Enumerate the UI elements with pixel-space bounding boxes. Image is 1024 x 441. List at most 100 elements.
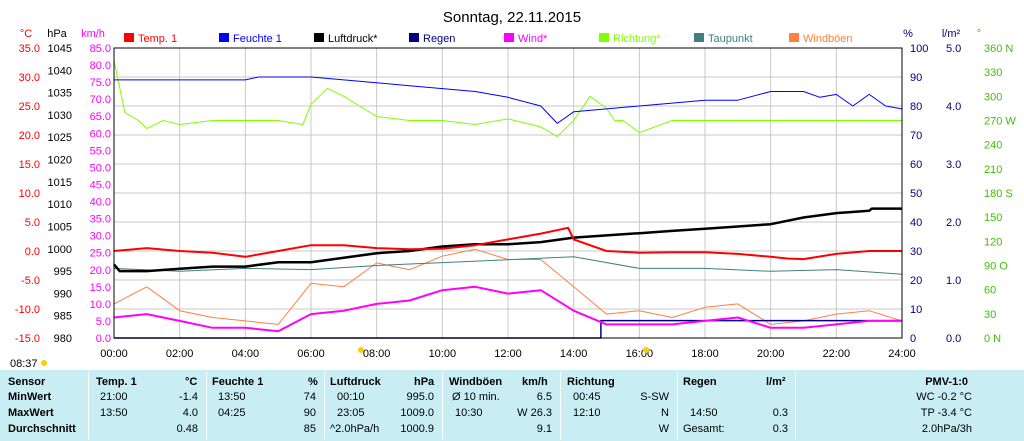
row-avg-press-val: 1000.9 — [400, 423, 434, 435]
row-avg-rain-val: 0.3 — [772, 423, 788, 435]
y-tick-label-humidity: 0 — [910, 333, 916, 345]
y-tick-label-pressure: 1000 — [48, 244, 72, 256]
legend-label: Feuchte 1 — [233, 33, 282, 45]
y-tick-label-direction: 270 W — [984, 116, 1016, 128]
series-line-luftdruck- — [113, 207, 902, 273]
series-line-temp-1 — [113, 226, 902, 261]
summary-table: Sensor Temp. 1 °C Feuchte 1 % Luftdruck … — [0, 370, 1024, 441]
row-min-dir-time: 00:45 — [573, 391, 601, 403]
row-min-pmv: WC -0.2 °C — [916, 391, 972, 403]
sun-marker-icon — [358, 347, 364, 353]
row-min-temp-val: -1.4 — [179, 391, 198, 403]
x-tick-label: 04:00 — [232, 348, 260, 360]
weather-chart: Sonntag, 22.11.2015 Temp. 1 Feuchte 1 Luft… — [0, 0, 1024, 370]
y-tick-label-direction: 60 — [984, 285, 996, 297]
col-separator — [206, 372, 207, 440]
series-line-feuchte-1 — [114, 76, 903, 124]
y-tick-label-wind: 45.0 — [90, 179, 111, 191]
row-min-hum-val: 74 — [303, 391, 316, 403]
series-line-taupunkt — [113, 256, 903, 275]
row-min-hum-time: 13:50 — [218, 391, 246, 403]
x-tick-label: 12:00 — [494, 348, 522, 360]
x-tick-label: 24:00 — [888, 348, 916, 360]
x-tick-label: 06:00 — [297, 348, 325, 360]
row-min-gust-val: 6.5 — [536, 391, 552, 403]
y-tick-label-humidity: 30 — [910, 246, 922, 258]
y-tick-label-temp: -15.0 — [15, 333, 40, 345]
legend-swatch — [409, 33, 419, 42]
row-max-rain-time: 14:50 — [690, 407, 718, 419]
axis-labels: 00:00 02:00 04:00 06:00 08:00 10:00 12:00 14:00… — [15, 28, 1016, 360]
y-tick-label-direction: 330 — [984, 67, 1002, 79]
y-tick-label-wind: 65.0 — [90, 111, 111, 123]
y-tick-label-temp: 30.0 — [19, 72, 40, 84]
row-avg-label: Durchschnitt — [8, 423, 76, 435]
y-tick-label-pressure: 985 — [54, 311, 72, 323]
header-hum-unit: % — [308, 376, 318, 388]
y-tick-label-temp: 35.0 — [19, 43, 40, 55]
time-label: 08:37 — [10, 358, 38, 370]
y-tick-label-pressure: 1005 — [48, 221, 72, 233]
col-separator — [677, 372, 678, 440]
axis-unit-temp: °C — [20, 28, 32, 40]
y-tick-label-rain: 4.0 — [946, 101, 961, 113]
x-tick-label: 02:00 — [166, 348, 194, 360]
plot-frame — [113, 47, 903, 339]
row-max-pmv: TP -3.4 °C — [920, 407, 972, 419]
header-gust: Windböen — [449, 376, 503, 388]
y-tick-label-pressure: 1040 — [48, 65, 72, 77]
series-line-richtung- — [113, 59, 902, 138]
y-tick-label-wind: 40.0 — [90, 197, 111, 209]
header-pmv: PMV-1:0 — [925, 376, 968, 388]
y-tick-label-rain: 3.0 — [946, 159, 961, 171]
y-tick-label-pressure: 980 — [54, 333, 72, 345]
row-avg-gust-val: 9.1 — [536, 423, 552, 435]
markers: 08:37 — [10, 347, 649, 370]
y-tick-label-direction: 300 — [984, 91, 1002, 103]
y-tick-label-wind: 30.0 — [90, 231, 111, 243]
row-min-temp-time: 21:00 — [100, 391, 128, 403]
y-tick-label-humidity: 40 — [910, 217, 922, 229]
row-min-press-time: 00:10 — [337, 391, 365, 403]
y-tick-label-temp: -10.0 — [15, 304, 40, 316]
row-min-gust-time: Ø 10 min. — [452, 391, 500, 403]
y-tick-label-temp: 0.0 — [25, 246, 40, 258]
y-tick-label-wind: 10.0 — [90, 299, 111, 311]
row-max-hum-val: 90 — [303, 407, 316, 419]
axis-unit-direction: ° — [977, 28, 981, 40]
chart-title: Sonntag, 22.11.2015 — [443, 9, 581, 26]
y-tick-label-pressure: 1035 — [48, 88, 72, 100]
y-tick-label-wind: 15.0 — [90, 282, 111, 294]
axis-unit-pressure: hPa — [47, 28, 67, 40]
y-tick-label-direction: 90 O — [984, 261, 1008, 273]
row-avg-pmv: 2.0hPa/3h — [921, 423, 972, 435]
col-separator — [442, 372, 443, 440]
legend-swatch — [504, 33, 514, 42]
x-tick-label: 08:00 — [363, 348, 391, 360]
row-min-dir-val: S-SW — [640, 391, 669, 403]
header-dir: Richtung — [567, 376, 615, 388]
y-tick-label-temp: -5.0 — [21, 275, 40, 287]
legend-label: Windböen — [803, 33, 853, 45]
legend-swatch — [789, 33, 799, 42]
row-max-rain-val: 0.3 — [772, 407, 788, 419]
y-tick-label-direction: 120 — [984, 236, 1002, 248]
header-gust-unit: km/h — [522, 376, 548, 388]
row-max-dir-val: N — [661, 407, 669, 419]
y-tick-label-temp: 10.0 — [19, 188, 40, 200]
col-separator — [560, 372, 561, 440]
row-max-gust-time: 10:30 — [455, 407, 483, 419]
series-line-wind- — [113, 285, 902, 333]
chart-background — [0, 0, 1024, 370]
y-tick-label-direction: 210 — [984, 164, 1002, 176]
row-avg-hum-val: 85 — [303, 423, 316, 435]
legend-swatch — [694, 33, 704, 42]
row-avg-press-time: ^2.0hPa/h — [330, 423, 380, 435]
legend-label: Regen — [423, 33, 455, 45]
row-max-press-time: 23:05 — [337, 407, 365, 419]
y-tick-label-wind: 55.0 — [90, 145, 111, 157]
y-tick-label-wind: 85.0 — [90, 43, 111, 55]
y-tick-label-humidity: 50 — [910, 188, 922, 200]
col-separator — [88, 372, 89, 440]
y-tick-label-humidity: 80 — [910, 101, 922, 113]
